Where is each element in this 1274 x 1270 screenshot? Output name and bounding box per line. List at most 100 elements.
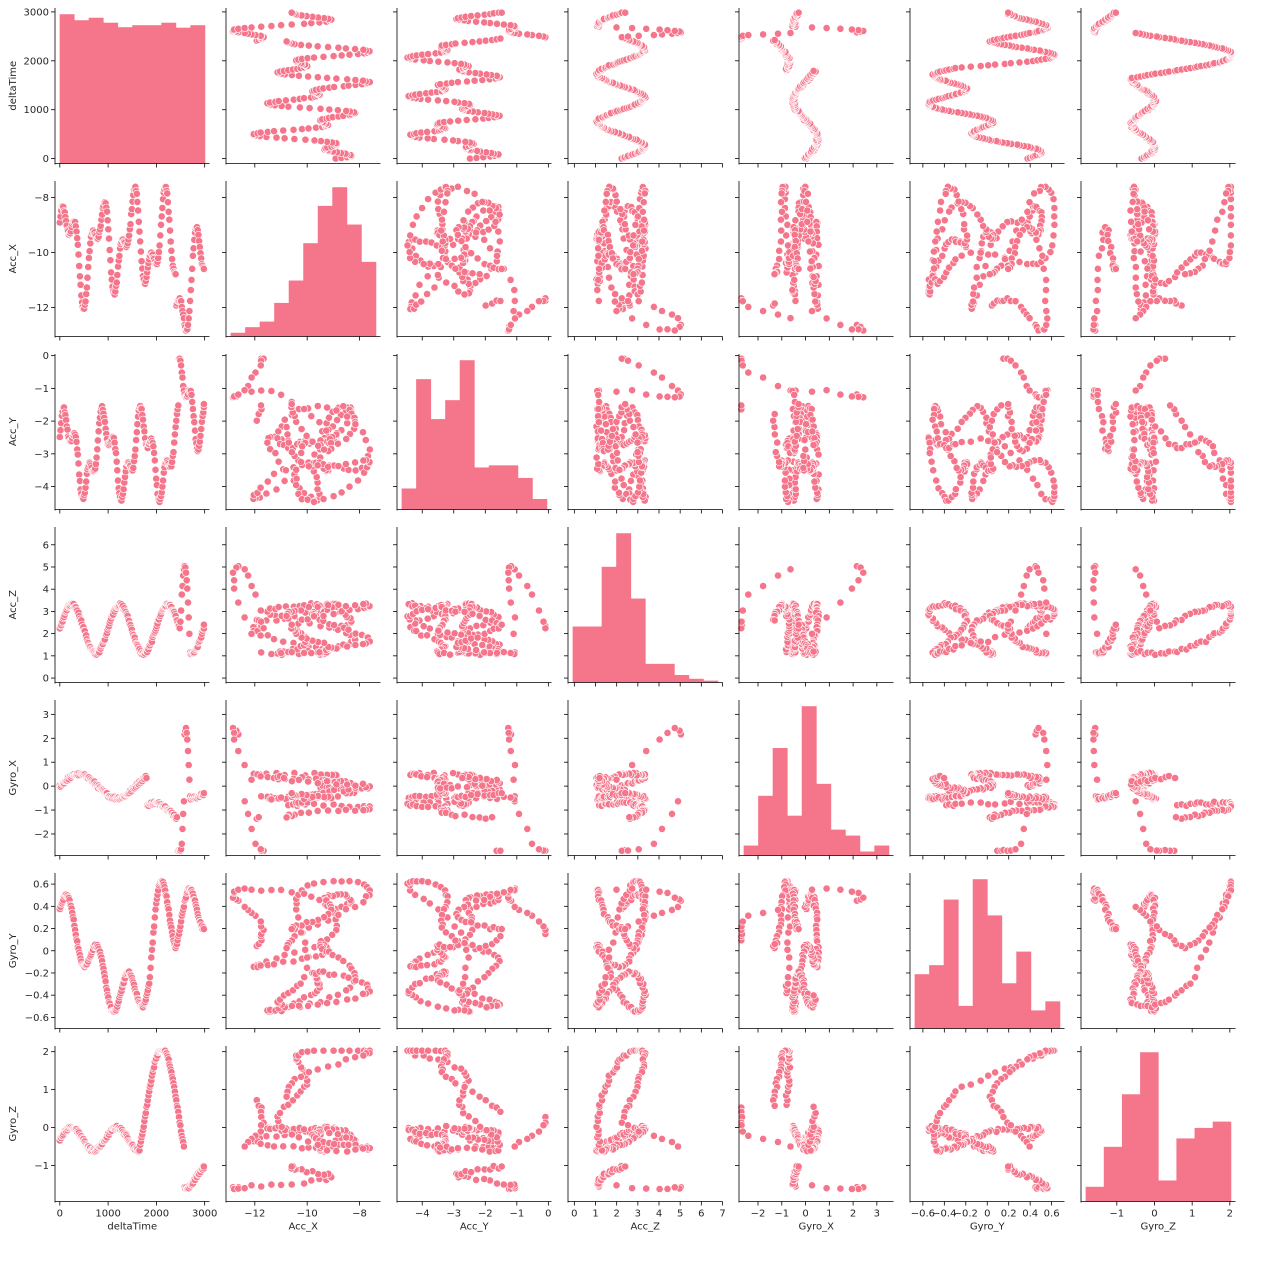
scatter-point — [323, 403, 331, 412]
scatter-point — [319, 52, 328, 61]
scatter-point — [822, 24, 831, 32]
scatter-point — [339, 402, 348, 411]
scatter-point — [292, 465, 301, 474]
scatter-point — [185, 629, 194, 638]
scatter-point — [310, 612, 318, 621]
scatter-point — [984, 436, 993, 445]
scatter-point — [86, 239, 95, 248]
scatter-point — [594, 405, 603, 413]
scatter-point — [1042, 390, 1050, 399]
scatter-point — [324, 601, 332, 609]
scatter-point — [1094, 397, 1102, 406]
scatter-point — [594, 251, 603, 260]
scatter-point — [1128, 197, 1137, 206]
scatter-point — [1039, 264, 1048, 273]
scatter-point — [330, 83, 338, 91]
scatter-point — [1094, 264, 1102, 273]
scatter-point — [450, 59, 459, 68]
scatter-point — [611, 290, 619, 298]
scatter-point — [638, 278, 646, 287]
scatter-point — [1147, 415, 1156, 424]
hist-bar — [430, 419, 446, 510]
hist-bar — [245, 327, 261, 337]
scatter-point — [76, 272, 84, 281]
scatter-point — [247, 373, 256, 382]
scatter-point — [808, 415, 817, 424]
hist-bar — [259, 321, 275, 337]
scatter-point — [240, 24, 249, 32]
panel-deltaTime-vs-Acc_Y — [393, 8, 552, 168]
scatter-point — [936, 206, 944, 215]
scatter-point — [345, 50, 354, 59]
scatter-point — [267, 387, 276, 395]
scatter-point — [628, 386, 636, 395]
scatter-point — [163, 198, 172, 207]
scatter-point — [466, 154, 474, 163]
scatter-point — [777, 215, 785, 224]
scatter-point — [234, 390, 243, 399]
scatter-point — [134, 206, 142, 215]
scatter-point — [343, 75, 352, 84]
panel-Acc_Y-vs-Acc_Z — [564, 354, 723, 514]
scatter-point — [601, 197, 610, 206]
scatter-point — [1152, 32, 1161, 41]
scatter-point — [287, 648, 296, 656]
scatter-point — [440, 135, 449, 144]
scatter-point — [794, 400, 803, 408]
scatter-point — [972, 273, 981, 282]
scatter-point — [1166, 401, 1174, 410]
scatter-point — [854, 576, 863, 585]
scatter-point — [738, 361, 747, 370]
scatter-point — [478, 197, 487, 206]
hist-bar — [601, 566, 617, 683]
scatter-point — [280, 476, 289, 485]
scatter-point — [769, 416, 778, 425]
scatter-point — [495, 237, 504, 246]
scatter-point — [848, 584, 856, 593]
scatter-point — [287, 448, 296, 457]
scatter-point — [809, 647, 818, 656]
scatter-point — [333, 106, 342, 115]
scatter-point — [631, 430, 640, 439]
scatter-point — [468, 38, 477, 46]
y-tick-label: 2000 — [24, 56, 49, 67]
scatter-point — [624, 297, 632, 305]
scatter-point — [738, 606, 747, 615]
scatter-point — [1042, 307, 1051, 315]
scatter-point — [1038, 405, 1047, 413]
scatter-point — [430, 283, 439, 292]
scatter-point — [256, 361, 265, 370]
y-tick-label: 3 — [43, 607, 49, 618]
scatter-point — [280, 415, 289, 424]
scatter-point — [506, 320, 515, 329]
scatter-point — [478, 641, 487, 649]
scatter-point — [1023, 207, 1032, 216]
scatter-point — [441, 198, 450, 207]
scatter-point — [177, 361, 185, 370]
scatter-point — [110, 438, 119, 447]
scatter-point — [190, 418, 199, 427]
scatter-point — [928, 415, 937, 424]
scatter-point — [744, 31, 753, 39]
scatter-point — [808, 629, 816, 638]
scatter-point — [470, 76, 479, 85]
scatter-point — [263, 438, 272, 447]
scatter-point — [859, 568, 868, 577]
scatter-point — [658, 373, 666, 382]
scatter-point — [1049, 476, 1058, 485]
scatter-point — [663, 325, 672, 334]
scatter-point — [460, 607, 469, 616]
scatter-point — [287, 8, 296, 17]
scatter-point — [341, 460, 350, 468]
y-tick-label: 3000 — [24, 7, 49, 18]
scatter-point — [1015, 58, 1024, 67]
scatter-point — [471, 115, 480, 124]
scatter-point — [170, 430, 179, 439]
scatter-point — [506, 649, 515, 657]
scatter-point — [624, 356, 632, 365]
scatter-point — [481, 36, 490, 45]
scatter-point — [811, 297, 820, 306]
scatter-point — [759, 30, 767, 39]
scatter-point — [509, 629, 518, 638]
scatter-point — [459, 216, 468, 225]
